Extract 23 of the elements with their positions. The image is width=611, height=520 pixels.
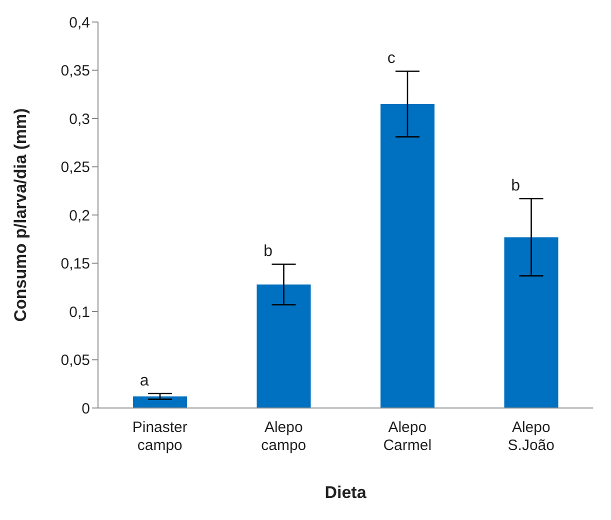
y-axis-title: Consumo p/larva/dia (mm) xyxy=(11,108,30,322)
annotation: c xyxy=(387,50,396,68)
bar xyxy=(504,237,558,408)
x-tick-label: Alepo Carmel xyxy=(383,419,432,454)
x-axis-title: Dieta xyxy=(324,483,367,502)
x-tick-label: Pinaster campo xyxy=(132,419,188,454)
y-tick-label: 0,15 xyxy=(60,256,90,273)
y-tick-label: 0,1 xyxy=(69,304,90,321)
bar xyxy=(133,396,187,408)
y-tick-label: 0,2 xyxy=(69,207,90,224)
bar xyxy=(380,104,434,408)
y-tick-label: 0 xyxy=(82,400,90,418)
annotation: b xyxy=(511,178,520,195)
x-tick-label: Alepo campo xyxy=(261,419,306,454)
y-tick-label: 0,3 xyxy=(69,110,90,128)
y-tick-label: 0,25 xyxy=(60,159,90,176)
x-tick-label: Alepo S.João xyxy=(508,419,554,454)
annotation: b xyxy=(264,243,273,260)
y-tick-label: 0,05 xyxy=(60,352,90,370)
bar xyxy=(256,284,311,408)
y-tick-label: 0,35 xyxy=(60,62,90,80)
y-tick-label: 0,4 xyxy=(69,14,90,32)
annotation: a xyxy=(140,372,149,390)
